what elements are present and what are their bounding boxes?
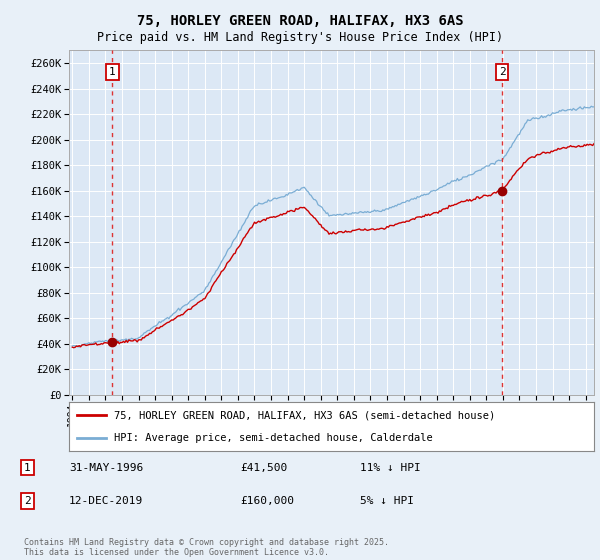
Text: 11% ↓ HPI: 11% ↓ HPI (360, 463, 421, 473)
Text: Price paid vs. HM Land Registry's House Price Index (HPI): Price paid vs. HM Land Registry's House … (97, 31, 503, 44)
Text: 75, HORLEY GREEN ROAD, HALIFAX, HX3 6AS (semi-detached house): 75, HORLEY GREEN ROAD, HALIFAX, HX3 6AS … (113, 410, 495, 421)
Text: 2: 2 (499, 67, 505, 77)
Text: HPI: Average price, semi-detached house, Calderdale: HPI: Average price, semi-detached house,… (113, 433, 433, 444)
Text: Contains HM Land Registry data © Crown copyright and database right 2025.
This d: Contains HM Land Registry data © Crown c… (24, 538, 389, 557)
Text: 31-MAY-1996: 31-MAY-1996 (69, 463, 143, 473)
Text: 5% ↓ HPI: 5% ↓ HPI (360, 496, 414, 506)
Text: 2: 2 (24, 496, 31, 506)
Text: 12-DEC-2019: 12-DEC-2019 (69, 496, 143, 506)
Text: £160,000: £160,000 (240, 496, 294, 506)
Text: 75, HORLEY GREEN ROAD, HALIFAX, HX3 6AS: 75, HORLEY GREEN ROAD, HALIFAX, HX3 6AS (137, 14, 463, 28)
Text: 1: 1 (24, 463, 31, 473)
Text: £41,500: £41,500 (240, 463, 287, 473)
Text: 1: 1 (109, 67, 116, 77)
